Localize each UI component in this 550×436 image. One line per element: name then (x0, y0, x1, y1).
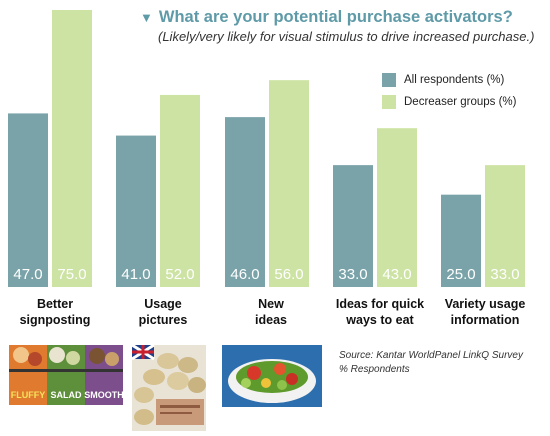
bar-value-label: 41.0 (121, 266, 150, 283)
category-label-line: Variety usage (444, 297, 526, 311)
bar-value-label: 52.0 (165, 266, 194, 283)
bar-all-respondents-1 (116, 135, 156, 287)
legend-label-decreaser-groups: Decreaser groups (%) (404, 96, 517, 108)
legend-label-all-respondents: All respondents (%) (404, 74, 505, 86)
category-label-line: signposting (19, 313, 91, 327)
source-line: Source: Kantar WorldPanel LinkQ Survey (339, 350, 523, 361)
category-label-line: Usage (144, 297, 182, 311)
category-label-line: ways to eat (346, 313, 414, 327)
package-label: SMOOTH (84, 390, 123, 400)
category-label-line: information (450, 313, 520, 327)
bar-chart: 47.0 41.0 46.0 33.0 25.0 75.0 52.0 56.0 43.0 33.0 (8, 10, 525, 288)
category-label-line: Better (36, 297, 74, 311)
category-label-line: ideas (255, 313, 287, 327)
package-label: FLUFFY (11, 390, 46, 400)
triangle-down-icon: ▼ (140, 10, 153, 25)
bar-decreaser-groups-2 (269, 80, 309, 287)
bar-value-label: 43.0 (382, 266, 411, 283)
potato-bag-photo (132, 345, 206, 431)
category-label-line: pictures (138, 313, 188, 327)
bar-value-label: 33.0 (490, 266, 519, 283)
chart-title-text: What are your potential purchase activat… (158, 8, 513, 26)
bar-all-respondents-0 (8, 113, 48, 287)
category-label-ideas-quick: Ideas for quick ways to eat (325, 296, 435, 328)
category-label-variety-usage: Variety usage information (430, 296, 540, 328)
bar-all-respondents-3 (333, 165, 373, 287)
bar-value-label: 25.0 (446, 266, 475, 283)
legend-item-all-respondents: All respondents (%) (382, 73, 516, 87)
legend-item-decreaser-groups: Decreaser groups (%) (382, 95, 516, 109)
category-label-new-ideas: New ideas (216, 296, 326, 328)
bar-all-respondents-4 (441, 194, 481, 287)
chart-title: ▼ What are your potential purchase activa… (140, 8, 513, 27)
bar-decreaser-groups-3 (377, 128, 417, 287)
legend-swatch-all-respondents (382, 73, 396, 87)
category-label-line: New (258, 297, 284, 311)
chart-subtitle: (Likely/very likely for visual stimulus … (158, 29, 535, 44)
bar-value-label: 47.0 (13, 266, 42, 283)
bar-value-label: 46.0 (230, 266, 259, 283)
category-label-line: Ideas for quick (335, 297, 425, 311)
packaged-salad-products-photo: FLUFFY SALAD SMOOTH (9, 345, 123, 405)
legend: All respondents (%) Decreaser groups (%) (382, 73, 516, 117)
salad-bowl-photo (222, 345, 322, 407)
source-note: Source: Kantar WorldPanel LinkQ Survey %… (339, 349, 523, 377)
bar-value-label: 75.0 (57, 266, 86, 283)
source-line: % Respondents (339, 364, 410, 375)
bar-decreaser-groups-0 (52, 10, 92, 287)
category-label-better-signposting: Better signposting (0, 296, 110, 328)
bar-value-label: 33.0 (338, 266, 367, 283)
bar-decreaser-groups-4 (485, 165, 525, 287)
bar-decreaser-groups-1 (160, 94, 200, 288)
bar-all-respondents-2 (225, 117, 265, 288)
legend-swatch-decreaser-groups (382, 95, 396, 109)
bar-value-label: 56.0 (274, 266, 303, 283)
package-label: SALAD (51, 390, 82, 400)
category-label-usage-pictures: Usage pictures (108, 296, 218, 328)
